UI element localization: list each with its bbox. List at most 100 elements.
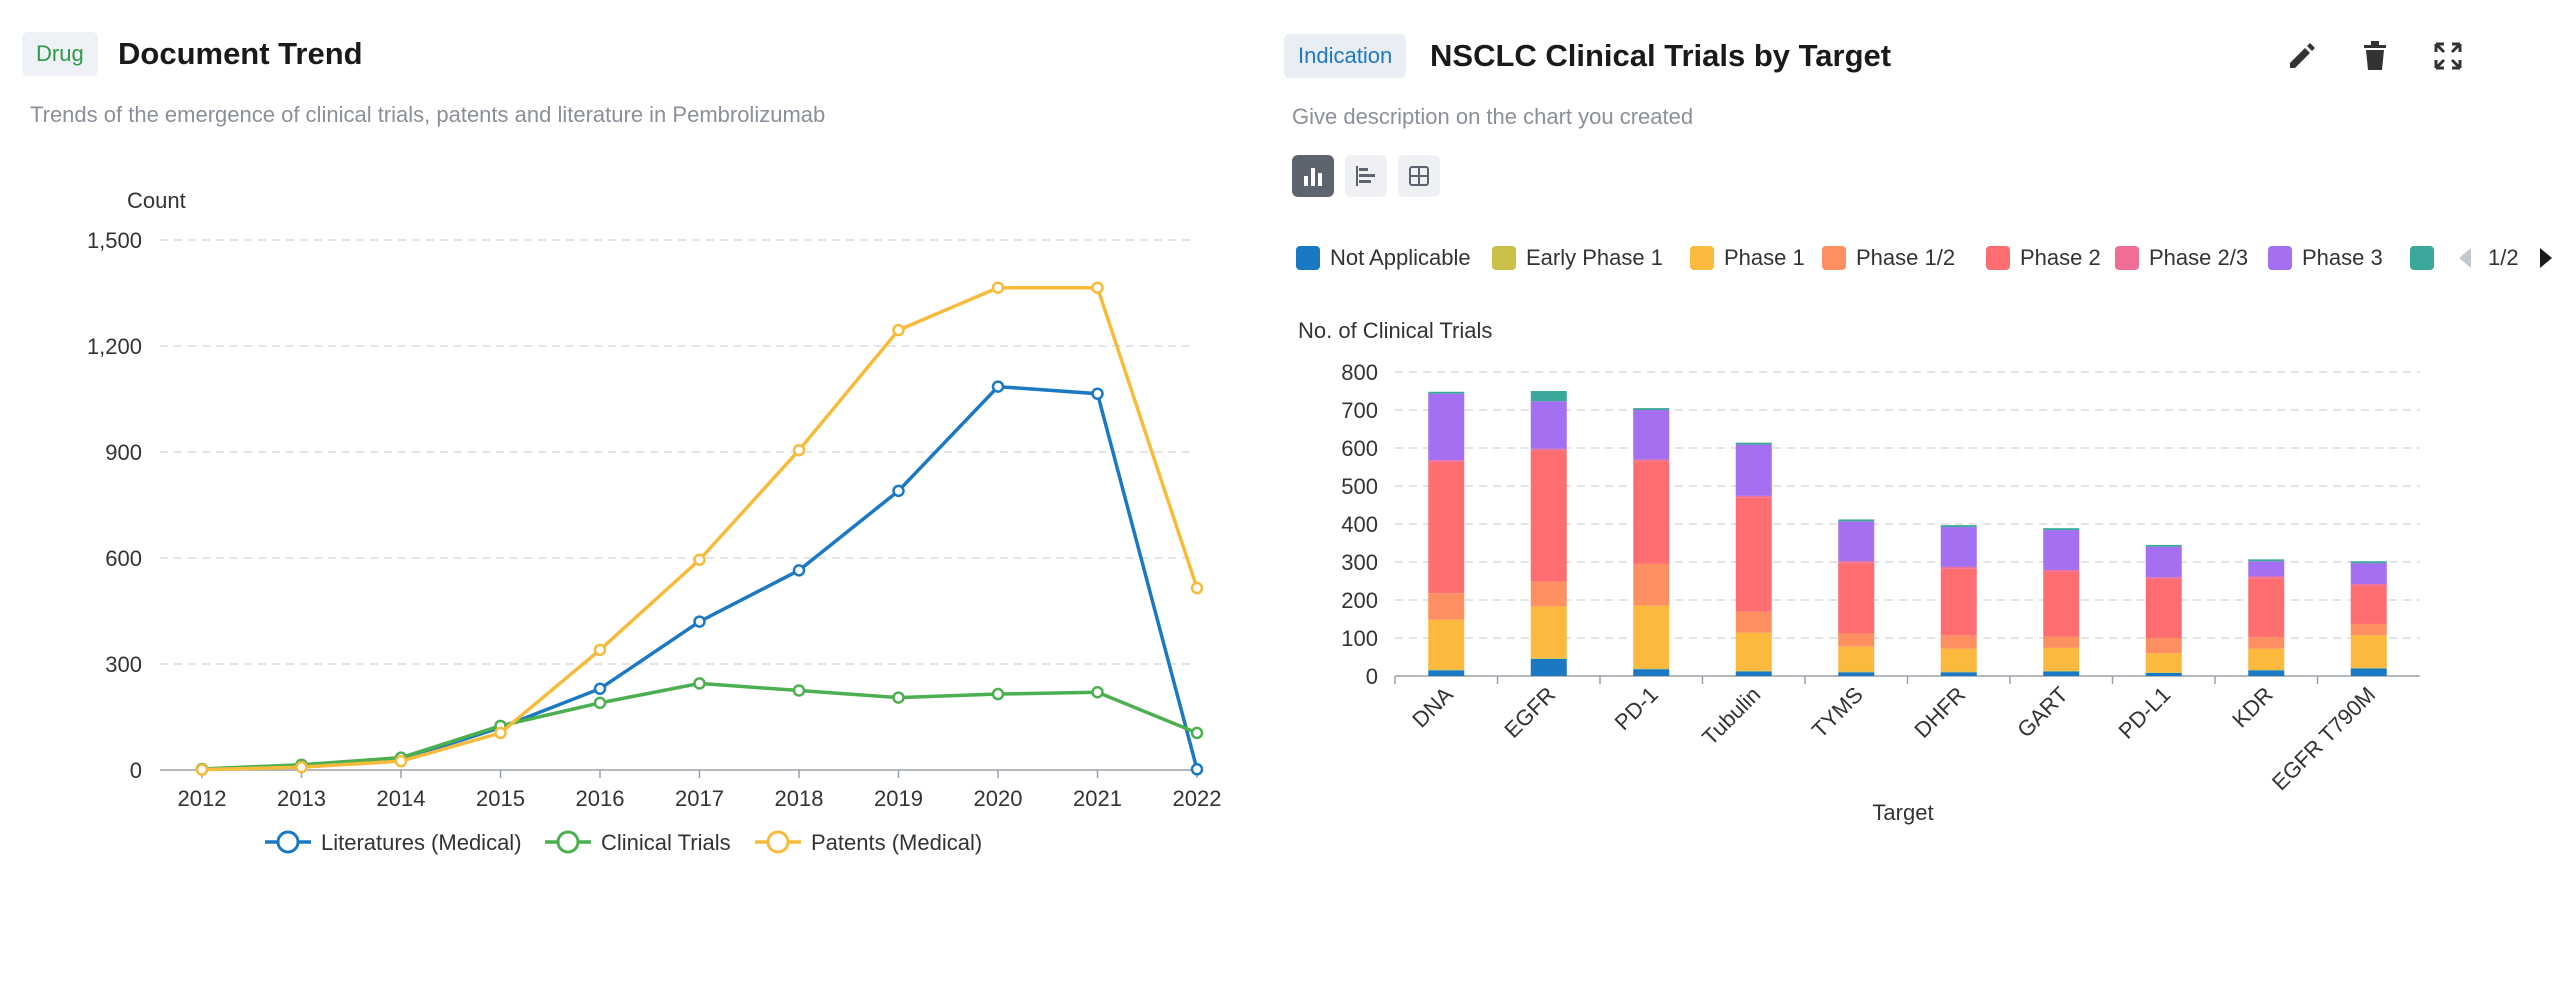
x-axis-label: Target <box>1872 800 1933 825</box>
bar-segment <box>1428 593 1465 620</box>
bar-segment <box>2043 647 2080 671</box>
bar-segment <box>1530 448 1567 451</box>
x-tick-label: 2012 <box>178 786 227 811</box>
y-tick-label: 600 <box>1341 436 1378 461</box>
bar-segment <box>2248 578 2285 638</box>
data-point <box>792 684 806 697</box>
bar-segment <box>1735 670 1772 672</box>
bar-segment <box>1838 672 1875 676</box>
bar-segment <box>2043 530 2080 570</box>
x-tick-label: PD-1 <box>1610 682 1663 735</box>
bar-segment <box>1633 459 1670 462</box>
legend-swatch <box>1822 246 1846 270</box>
bar-chart-view-button[interactable] <box>1292 155 1334 197</box>
data-point <box>693 677 706 690</box>
x-tick-label: GART <box>2012 682 2073 743</box>
bar-segment <box>1530 391 1567 402</box>
bar-segment <box>2145 638 2182 654</box>
clinical-trials-panel: Indication NSCLC Clinical Trials by Targ… <box>1270 0 2560 1002</box>
bar-segment <box>1838 633 1875 647</box>
data-point <box>394 754 408 768</box>
bar-segment <box>1530 450 1567 582</box>
bar-segment <box>2248 561 2285 577</box>
edit-button[interactable] <box>2282 36 2322 76</box>
drug-tag: Drug <box>22 32 98 76</box>
y-tick-label: 400 <box>1341 512 1378 537</box>
expand-button[interactable] <box>2428 36 2468 76</box>
legend-page-indicator: 1/2 <box>2488 245 2519 270</box>
bar-segment <box>1428 619 1465 670</box>
bar-segment <box>2043 569 2080 572</box>
data-point <box>991 687 1005 701</box>
bar-segment <box>2145 546 2182 578</box>
y-tick-label: 800 <box>1341 360 1378 385</box>
x-tick-label: 2017 <box>675 786 724 811</box>
x-tick-label: 2016 <box>576 786 625 811</box>
bar-segment <box>1735 442 1772 445</box>
y-tick-label: 100 <box>1341 626 1378 651</box>
trash-icon <box>2364 41 2386 70</box>
data-point <box>1091 281 1104 294</box>
caret-right-icon <box>2540 248 2552 268</box>
x-tick-label: 2022 <box>1173 786 1222 811</box>
bar-segment <box>2145 577 2182 580</box>
horizontal-bar-view-button[interactable] <box>1345 155 1387 197</box>
x-tick-label: DNA <box>1407 682 1458 733</box>
data-point <box>1190 726 1204 740</box>
bar-segment <box>2043 670 2080 672</box>
x-tick-label: 2019 <box>874 786 923 811</box>
y-tick-label: 300 <box>105 652 142 677</box>
clinical-trials-chart: No. of Clinical Trials 0 100 200 300 400 500 60… <box>1298 318 2420 825</box>
x-tick-label: 2013 <box>277 786 326 811</box>
bar-segment <box>2248 637 2285 649</box>
bar-segment <box>2145 672 2182 676</box>
bar-segment <box>1530 581 1567 607</box>
y-axis-label: Count <box>127 188 186 213</box>
bar-segment <box>2350 635 2387 668</box>
x-tick-label: PD-L1 <box>2114 682 2176 744</box>
x-tick-label: DHFR <box>1909 682 1970 743</box>
legend-prev-button[interactable] <box>2455 246 2477 275</box>
bar-segment <box>1838 646 1875 672</box>
bar-segment <box>2248 576 2285 579</box>
bar-segment <box>2248 670 2285 676</box>
table-view-button[interactable] <box>1398 155 1440 197</box>
y-tick-label: 300 <box>1341 550 1378 575</box>
legend-swatch <box>1986 246 2010 270</box>
bar-segment <box>1633 605 1670 669</box>
bar-segment <box>2248 559 2285 562</box>
bar-segment <box>1735 632 1772 671</box>
y-tick-label: 500 <box>1341 474 1378 499</box>
x-tick-label: Tubulin <box>1697 682 1765 750</box>
legend-next-button[interactable] <box>2535 246 2557 275</box>
bar-segment <box>2043 671 2080 676</box>
x-tick-label: 2020 <box>974 786 1023 811</box>
legend-swatch <box>1690 246 1714 270</box>
data-point <box>892 323 905 337</box>
bar-segment <box>2043 528 2080 531</box>
bar-segment <box>2145 579 2182 638</box>
x-tick-label: EGFR T790M <box>2267 682 2380 795</box>
data-point <box>1091 686 1104 699</box>
data-point <box>991 380 1005 393</box>
legend-label: Not Applicable <box>1330 245 1471 270</box>
legend-label: Phase 2/3 <box>2149 245 2249 270</box>
legend-label: Clinical Trials <box>601 830 731 855</box>
bar-segment <box>1428 670 1465 676</box>
bar-segment <box>2145 544 2182 547</box>
y-axis-label: No. of Clinical Trials <box>1298 318 1492 343</box>
bar-segment <box>1940 566 1977 569</box>
legend-label: Phase 3 <box>2302 245 2383 270</box>
series-line <box>201 681 1198 771</box>
delete-button[interactable] <box>2355 36 2395 76</box>
bar-segment <box>2145 653 2182 673</box>
data-point <box>693 615 706 628</box>
legend-label: Phase 1/2 <box>1856 245 1956 270</box>
pencil-icon <box>2290 43 2315 68</box>
x-tick-label: TYMS <box>1807 682 1868 743</box>
legend-label: Patents (Medical) <box>811 830 982 855</box>
bar-segment <box>1633 563 1670 606</box>
bar-segment <box>1428 669 1465 671</box>
document-trend-chart: Count 0 300 600 900 1,200 1,500 2012 2013 2014 201… <box>87 188 1222 855</box>
data-point <box>195 763 209 776</box>
